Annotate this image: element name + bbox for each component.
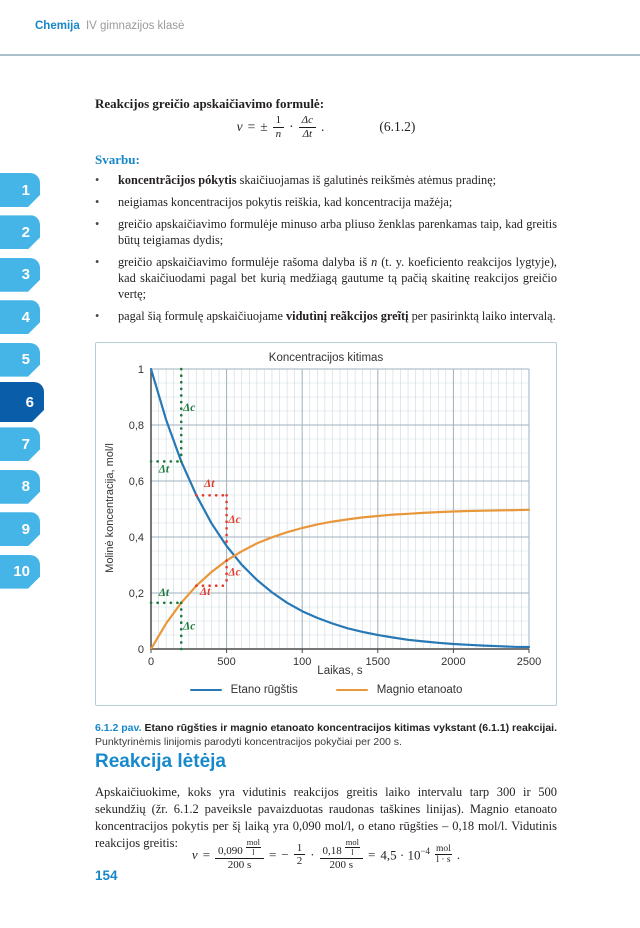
x-tick-label: 0 [148, 656, 154, 667]
equation-number: (6.1.2) [379, 119, 416, 135]
sidebar-tab-8[interactable]: 8 [0, 470, 40, 504]
y-tick-label: 0,2 [129, 588, 144, 600]
bullet-icon: • [95, 195, 100, 209]
list-item: • koncentrãcijos pókytis skaičiuojamas iš… [95, 173, 497, 187]
annotation-label: Δt [199, 586, 211, 598]
bullet-icon: • [95, 173, 100, 187]
header-divider [0, 54, 640, 56]
bullet-icon: • [95, 255, 100, 269]
exponent: −4 [420, 846, 431, 856]
formula-period: . [456, 846, 461, 862]
sidebar-tab-9[interactable]: 9 [0, 512, 40, 546]
chart-title: Koncentracijos kitimas [268, 352, 384, 364]
y-tick-label: 0 [138, 644, 144, 656]
sidebar-tab-2[interactable]: 2 [0, 215, 40, 249]
page-number: 154 [95, 868, 118, 883]
sidebar-tab-10[interactable]: 10 [0, 555, 40, 589]
book-subtitle: IV gimnazijos klasė [85, 20, 185, 32]
x-tick-label: 2000 [441, 656, 465, 667]
annotation-label: Δc [227, 566, 240, 578]
fraction-1-over-n: 1 n [272, 114, 285, 140]
sidebar-tab-6[interactable]: 6 [0, 382, 44, 422]
equals-sign: = [247, 119, 256, 135]
important-list: • koncentrãcijos pókytis skaičiuojamas iš… [95, 172, 557, 330]
legend-item: Magnio etanoato [335, 684, 463, 696]
y-tick-label: 1 [138, 364, 144, 376]
fraction-dc-over-dt: Δc Δt [298, 114, 316, 140]
formula-var-v: v [191, 846, 198, 862]
equals-sign: = [202, 846, 211, 862]
curve-magnio-etanoato [149, 508, 531, 651]
sidebar-tab-5[interactable]: 5 [0, 343, 40, 377]
annotation-label: Δt [158, 464, 170, 476]
y-tick-label: 0,8 [129, 420, 144, 432]
multiply-dot: · [310, 846, 315, 862]
caption-number: 6.1.2 pav. [95, 721, 142, 734]
multiply-dot: · [289, 119, 294, 135]
bullet-icon: • [95, 217, 100, 231]
chapter-tabs: 1 2 3 4 5 6 7 8 9 10 [0, 0, 50, 928]
figure-6-1-2: Koncentracijos kitimas Molinė koncentrac… [95, 342, 557, 706]
bullet-icon: • [95, 309, 100, 323]
annotation-label: Δc [182, 402, 195, 414]
page-header: Chemija IV gimnazijos klasė [35, 20, 184, 32]
x-tick-label: 1500 [366, 656, 390, 667]
legend-label: Magnio etanoato [376, 684, 463, 696]
equals-sign: = [368, 846, 376, 862]
list-item: • greičio apskaičiavimo formulėje rašoma … [95, 255, 557, 301]
result-value: 4,5 · 10−4 [380, 846, 431, 863]
formula-period: . [321, 119, 325, 135]
book-title: Chemija [35, 20, 80, 32]
annotation-label: Δt [158, 587, 170, 599]
legend-item: Etano rūgštis [189, 684, 298, 696]
caption-bold-text: Etano rūgšties ir magnio etanoato koncen… [144, 721, 557, 734]
formula-body: v = ± 1 n · Δc Δt . [237, 114, 325, 140]
annotation-label: Δc [182, 620, 195, 632]
annotation-label: Δt [203, 478, 215, 490]
plus-minus-sign: ± [260, 119, 268, 135]
curve-etano-rugstis [149, 367, 531, 649]
legend-line-icon [335, 688, 368, 692]
list-item: • neigiamas koncentracijos pokytis reiški… [95, 195, 453, 209]
rate-calculation-formula: v = 0,090 mol l 200 s = − 1 2 · 0,18 mol l 2… [95, 837, 557, 871]
concentration-chart: Δc Δt Δt Δc Δt Δc Δt Δc 0 500 100 1500 2000 2500 1 0,8 0… [129, 364, 542, 667]
equals-sign: = [269, 846, 277, 862]
sidebar-tab-3[interactable]: 3 [0, 258, 40, 292]
section-heading: Reakcija lėtėja [95, 751, 226, 772]
x-tick-label: 100 [293, 656, 311, 667]
caption-regular-text: Punktyrinėmis linijomis parodyti koncent… [95, 735, 402, 748]
unit-mol-per-l-s: mol l · s [435, 843, 452, 866]
chart-legend: Etano rūgštis Magnio etanoato [96, 684, 556, 696]
y-tick-label: 0,4 [129, 532, 144, 544]
sidebar-tab-7[interactable]: 7 [0, 427, 40, 461]
fraction-blue-rate: 0,18 mol l 200 s [319, 837, 364, 871]
y-tick-label: 0,6 [129, 476, 144, 488]
x-axis-label: Laikas, s [317, 665, 363, 677]
minus-sign: − [281, 846, 289, 862]
annotation-label: Δc [227, 514, 240, 526]
list-item: • greičio apskaičiavimo formulėje minuso … [95, 217, 557, 247]
unit-mol-per-l: mol l [344, 837, 361, 858]
x-tick-label: 500 [217, 656, 235, 667]
list-item: • pagal šią formulę apskaičiuojame vidutì… [95, 309, 556, 323]
sidebar-tab-4[interactable]: 4 [0, 300, 40, 334]
legend-line-icon [189, 688, 222, 692]
formula-var-v: v [236, 119, 243, 135]
legend-label: Etano rūgštis [230, 684, 298, 696]
x-tick-label: 2500 [517, 656, 541, 667]
unit-mol-per-l: mol l [245, 837, 262, 858]
reaction-rate-formula: v = ± 1 n · Δc Δt . (6.1.2) [95, 114, 557, 140]
fraction-orange-rate: 0,090 mol l 200 s [215, 837, 265, 871]
fraction-one-half: 1 2 [293, 842, 306, 868]
formula-intro-title: Reakcijos greičio apskaičiavimo formulė: [95, 96, 325, 111]
important-label: Svarbu: [95, 152, 140, 167]
sidebar-tab-1[interactable]: 1 [0, 173, 40, 207]
body-paragraph: Apskaičiuokime, koks yra vidutinis reakc… [95, 785, 557, 850]
figure-caption: 6.1.2 pav. Etano rūgšties ir magnio etan… [95, 721, 557, 749]
